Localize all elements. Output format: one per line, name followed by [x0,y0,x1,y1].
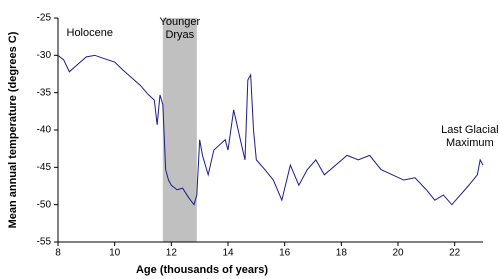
y-tick-label: -45 [37,162,52,173]
x-tick-label: 20 [392,248,404,259]
x-tick-label: 18 [336,248,348,259]
y-tick-label: -25 [37,13,52,24]
y-axis-label: Mean annual temperature (degrees C) [7,31,19,228]
shaded-region [162,18,197,242]
region-label: Younger Dryas [159,16,201,41]
y-tick-label: -40 [37,125,52,136]
x-tick-label: 16 [279,248,291,259]
x-tick-label: 14 [222,248,234,259]
temperature-line [57,54,484,206]
x-tick-label: 22 [449,248,461,259]
annotation: Last Glacial Maximum [441,124,499,149]
y-tick-label: -35 [37,87,52,98]
x-tick-label: 8 [55,248,61,259]
y-tick-label: -55 [37,237,52,248]
y-tick-label: -50 [37,199,52,210]
annotation: Holocene [66,26,113,39]
y-tick-label: -30 [37,50,52,61]
x-tick-label: 10 [109,248,121,259]
x-tick-label: 12 [166,248,178,259]
x-axis-label: Age (thousands of years) [136,264,268,276]
